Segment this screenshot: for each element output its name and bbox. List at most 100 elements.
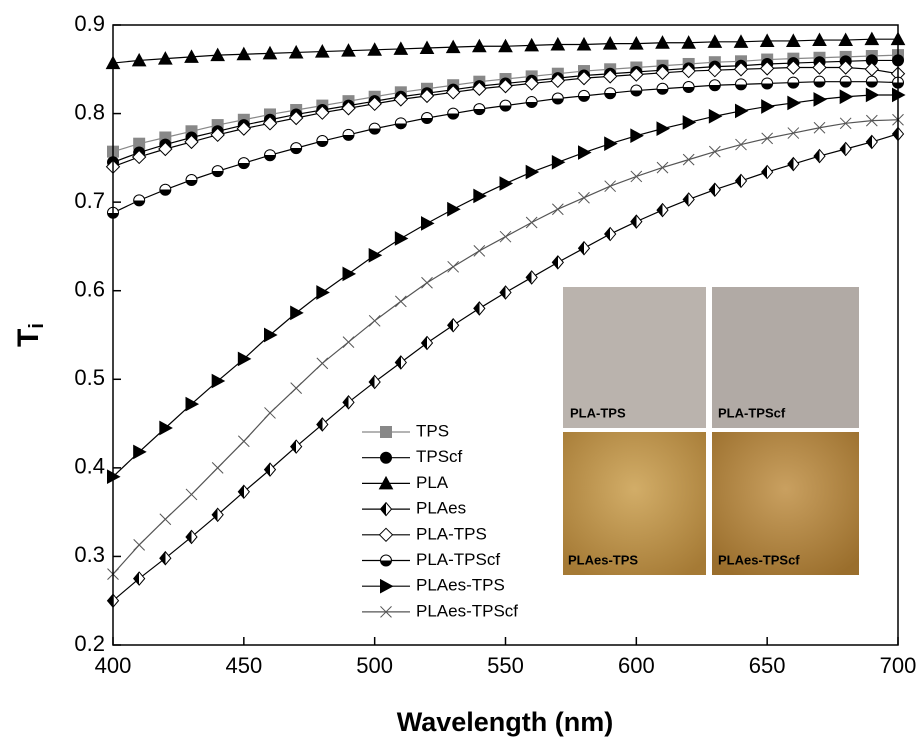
marker (656, 161, 669, 174)
marker (707, 34, 723, 48)
marker (473, 103, 486, 116)
marker (420, 335, 434, 351)
marker (838, 60, 853, 75)
marker (237, 435, 250, 448)
marker (604, 180, 617, 193)
marker (211, 165, 224, 178)
marker (447, 260, 460, 273)
marker (316, 135, 329, 148)
x-axis-title: Wavelength (nm) (397, 707, 614, 737)
marker (290, 142, 303, 155)
x-tick-label: 550 (487, 653, 524, 678)
marker (210, 127, 225, 143)
marker (865, 75, 878, 88)
marker (341, 101, 356, 116)
marker (498, 78, 513, 94)
marker (393, 41, 409, 55)
marker (290, 439, 303, 454)
marker (864, 62, 880, 77)
marker (394, 295, 407, 308)
y-tick-label: 0.4 (74, 454, 105, 479)
marker (602, 36, 618, 50)
legend-label: TPS (416, 421, 449, 440)
marker (185, 396, 200, 412)
marker (341, 43, 356, 57)
marker (380, 554, 392, 567)
marker (380, 451, 392, 464)
marker (839, 141, 852, 157)
marker (342, 266, 357, 282)
marker (682, 81, 695, 93)
marker (368, 247, 383, 263)
marker (787, 156, 800, 172)
inset: PLA-TPS PLA-TPScf PLAes-TPS PLAes-TPScf (563, 287, 859, 575)
y-tick-label: 0.6 (74, 277, 105, 302)
marker (524, 76, 539, 91)
marker (734, 173, 748, 189)
x-tick-label: 400 (95, 653, 132, 678)
marker (682, 153, 695, 166)
marker (735, 103, 749, 119)
marker (393, 92, 409, 107)
marker (578, 89, 590, 102)
legend-label: PLAes (416, 499, 466, 518)
y-tick-label: 0.7 (74, 188, 105, 213)
photo (712, 432, 859, 575)
y-axis-title-sub: i (26, 323, 48, 329)
marker (471, 38, 487, 53)
marker (419, 88, 435, 104)
marker (131, 149, 147, 165)
marker (655, 35, 670, 49)
marker (421, 112, 433, 124)
marker (133, 571, 146, 586)
marker (378, 527, 394, 543)
marker (629, 67, 644, 82)
photo-label: PLA-TPS (570, 405, 626, 420)
y-axis-title: Ti (12, 323, 48, 347)
marker (263, 462, 277, 477)
marker (655, 65, 670, 81)
marker (656, 82, 669, 95)
marker (551, 203, 564, 216)
marker (838, 32, 854, 47)
marker (184, 49, 199, 63)
marker (159, 513, 172, 526)
marker (157, 51, 173, 65)
legend-label: PLA-TPS (416, 524, 487, 543)
marker (735, 138, 747, 151)
marker (290, 382, 303, 394)
marker (445, 39, 461, 54)
marker (210, 47, 226, 62)
marker (394, 117, 407, 130)
marker (290, 305, 304, 321)
legend-label: TPScf (416, 447, 463, 466)
marker (368, 374, 381, 390)
marker (211, 507, 224, 523)
marker (237, 351, 252, 367)
marker (656, 202, 669, 218)
marker (499, 176, 514, 191)
marker (839, 75, 852, 88)
legend-label: PLA-TPScf (416, 550, 500, 569)
marker (576, 70, 592, 86)
marker (342, 395, 355, 410)
marker (264, 149, 276, 162)
marker (211, 462, 224, 474)
marker (761, 164, 774, 180)
photo-label: PLAes-TPS (568, 552, 638, 567)
marker (131, 52, 147, 67)
marker (578, 191, 590, 204)
y-tick-label: 0.8 (74, 99, 105, 124)
legend-label: PLAes-TPScf (416, 601, 518, 620)
marker (812, 60, 827, 75)
y-tick-label: 0.3 (74, 542, 105, 567)
marker (787, 76, 800, 89)
marker (379, 501, 393, 517)
marker (237, 484, 250, 500)
marker (498, 38, 513, 53)
marker (761, 77, 774, 90)
x-tick-label: 600 (618, 653, 655, 678)
marker (733, 34, 749, 48)
marker (630, 214, 643, 229)
marker (812, 32, 827, 47)
